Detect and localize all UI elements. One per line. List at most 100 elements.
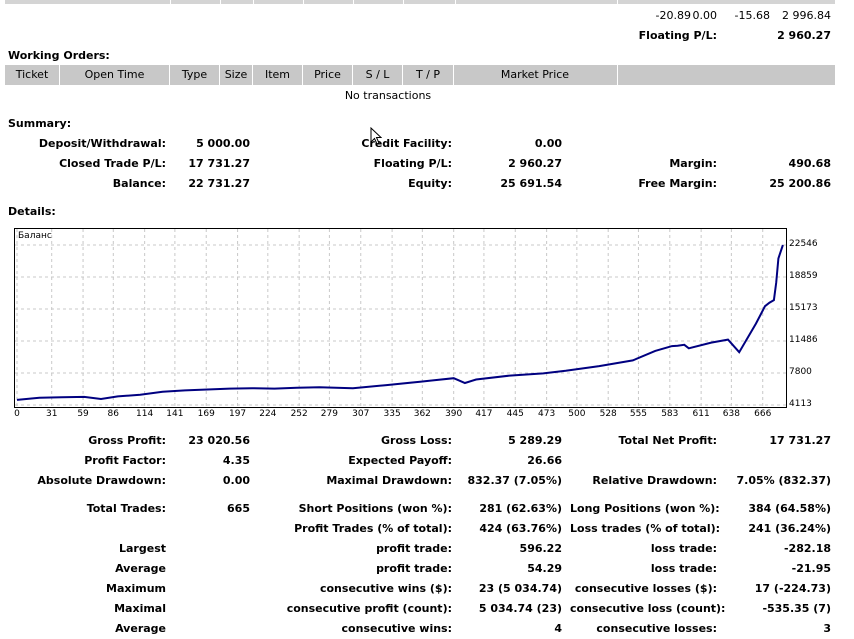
x-tick-label: 583 (661, 409, 679, 419)
closed-pl-label: Closed Trade P/L: (59, 157, 166, 170)
x-tick-label: 141 (166, 409, 184, 419)
top-total-3: -15.68 (734, 9, 770, 22)
top-total-2: 0.00 (692, 9, 718, 22)
average-label: Average (115, 562, 166, 575)
equity-label: Equity: (408, 177, 452, 190)
credit-value: 0.00 (534, 137, 562, 150)
x-tick-label: 390 (445, 409, 463, 419)
top-total-1: -20.89 (655, 9, 691, 22)
x-tick-label: 335 (383, 409, 401, 419)
avg-consecutive-wins-value: 4 (554, 622, 562, 635)
average-loss-value: -21.95 (791, 562, 831, 575)
short-positions-label: Short Positions (won %): (298, 502, 452, 515)
balance-chart: Баланс (14, 228, 787, 408)
x-tick-label: 197 (228, 409, 247, 419)
col-ticket[interactable]: Ticket (15, 68, 49, 81)
deposit-value: 5 000.00 (196, 137, 250, 150)
maximum-label: Maximum (106, 582, 166, 595)
y-tick-label: 7800 (789, 366, 812, 377)
loss-trades-value: 241 (36.24%) (748, 522, 831, 535)
x-tick-label: 611 (692, 409, 710, 419)
floating-pl-value: 2 960.27 (508, 157, 562, 170)
x-tick-label: 417 (475, 409, 493, 419)
y-tick-label: 22546 (789, 239, 818, 249)
avg-consecutive-losses-value: 3 (823, 622, 831, 635)
x-tick-label: 86 (107, 409, 119, 419)
floating-pl-label: Floating P/L: (373, 157, 452, 170)
x-tick-label: 555 (629, 409, 648, 419)
maximal-drawdown-label: Maximal Drawdown: (326, 474, 452, 487)
col-market-price[interactable]: Market Price (500, 68, 570, 81)
x-tick-label: 31 (45, 409, 58, 419)
x-tick-label: 528 (599, 409, 617, 419)
maximal-label: Maximal (114, 602, 166, 615)
relative-drawdown-label: Relative Drawdown: (592, 474, 717, 487)
col-open-time[interactable]: Open Time (84, 68, 145, 81)
floating-top-label: Floating P/L: (638, 29, 717, 42)
average-profit-label: profit trade: (376, 562, 452, 575)
consecutive-wins-label: consecutive wins ($): (319, 582, 452, 595)
summary-title: Summary: (8, 117, 72, 130)
closed-pl-value: 17 731.27 (188, 157, 250, 170)
gross-profit-value: 23 020.56 (188, 434, 250, 447)
profit-trades-label: Profit Trades (% of total): (294, 522, 452, 535)
col-sl[interactable]: S / L (365, 68, 390, 81)
largest-loss-value: -282.18 (783, 542, 831, 555)
x-tick-label: 0 (14, 409, 20, 419)
x-tick-label: 59 (77, 409, 89, 419)
no-transactions-text: No transactions (344, 89, 432, 102)
profit-trades-value: 424 (63.76%) (479, 522, 562, 535)
col-price[interactable]: Price (314, 68, 341, 81)
long-positions-label: Long Positions (won %): (570, 502, 720, 515)
equity-value: 25 691.54 (500, 177, 562, 190)
credit-label: Credit Facility: (361, 137, 452, 150)
consecutive-loss-value: -535.35 (7) (762, 602, 831, 615)
profit-factor-label: Profit Factor: (84, 454, 166, 467)
average-profit-value: 54.29 (527, 562, 562, 575)
x-tick-label: 445 (506, 409, 524, 419)
details-title: Details: (8, 205, 56, 218)
margin-value: 490.68 (788, 157, 831, 170)
x-tick-label: 252 (290, 409, 308, 419)
balance-value: 22 731.27 (188, 177, 250, 190)
consecutive-loss-label: consecutive loss (count): (570, 602, 726, 615)
x-tick-label: 114 (136, 409, 154, 419)
consecutive-profit-value: 5 034.74 (23) (478, 602, 562, 615)
consecutive-losses-value: 17 (-224.73) (754, 582, 831, 595)
x-tick-label: 224 (259, 409, 277, 419)
total-trades-value: 665 (227, 502, 250, 515)
margin-label: Margin: (669, 157, 717, 170)
col-item[interactable]: Item (264, 68, 291, 81)
consecutive-profit-label: consecutive profit (count): (286, 602, 452, 615)
absolute-drawdown-label: Absolute Drawdown: (37, 474, 166, 487)
total-net-label: Total Net Profit: (618, 434, 718, 447)
balance-chart-plot (15, 229, 786, 407)
x-tick-label: 362 (413, 409, 431, 419)
avg-consecutive-losses-label: consecutive losses: (596, 622, 717, 635)
balance-series-line (16, 244, 784, 401)
y-tick-label: 11486 (789, 335, 818, 345)
x-tick-label: 666 (754, 409, 772, 419)
y-tick-label: 4113 (789, 399, 812, 409)
working-orders-title: Working Orders: (8, 49, 110, 62)
free-margin-value: 25 200.86 (769, 177, 831, 190)
x-tick-label: 473 (538, 409, 556, 419)
short-positions-value: 281 (62.63%) (479, 502, 562, 515)
long-positions-value: 384 (64.58%) (748, 502, 831, 515)
top-table-band (5, 0, 835, 4)
average-consecutive-label: Average (115, 622, 166, 635)
deposit-label: Deposit/Withdrawal: (38, 137, 166, 150)
largest-label: Largest (119, 542, 166, 555)
x-tick-label: 169 (197, 409, 215, 419)
total-net-value: 17 731.27 (769, 434, 831, 447)
consecutive-wins-value: 23 (5 034.74) (478, 582, 562, 595)
free-margin-label: Free Margin: (638, 177, 717, 190)
largest-profit-label: profit trade: (376, 542, 452, 555)
chart-title: Баланс (18, 231, 52, 241)
col-type[interactable]: Type (181, 68, 208, 81)
y-tick-label: 15173 (789, 302, 818, 313)
col-tp[interactable]: T / P (415, 68, 441, 81)
y-tick-label: 18859 (789, 271, 818, 281)
consecutive-losses-label: consecutive losses ($): (574, 582, 717, 595)
col-size[interactable]: Size (224, 68, 248, 81)
